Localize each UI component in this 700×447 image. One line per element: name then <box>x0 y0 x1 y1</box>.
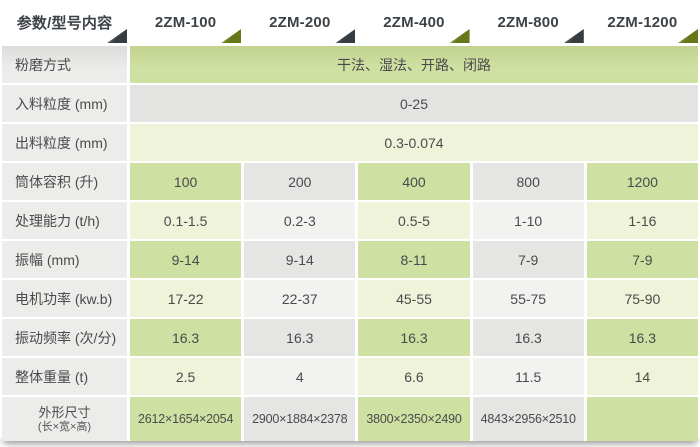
header-cell-params: 参数/型号内容 <box>2 0 127 44</box>
value-cell: 22-37 <box>244 280 356 317</box>
value-cell: 4843×2956×2510 <box>472 397 584 441</box>
value-cell: 11.5 <box>472 358 584 395</box>
value-cell: 16.3 <box>358 319 470 356</box>
value-cell: 14 <box>586 358 698 395</box>
row-label: 入料粒度 (mm) <box>2 85 127 122</box>
value-cell: 2.5 <box>130 358 242 395</box>
value-cell: 1-10 <box>472 202 584 239</box>
value-cell: 0.2-3 <box>244 202 356 239</box>
value-cell: 0.1-1.5 <box>130 202 242 239</box>
value-cell: 7-9 <box>472 241 584 278</box>
corner-triangle-icon <box>563 29 584 43</box>
model-label: 2ZM-200 <box>269 13 331 31</box>
value-cell: 75-90 <box>586 280 698 317</box>
row-label: 整体重量 (t) <box>2 358 127 395</box>
value-cell: 7-9 <box>586 241 698 278</box>
value-cell: 0-25 <box>130 85 698 122</box>
value-cell: 16.3 <box>130 319 242 356</box>
row-label: 振动频率 (次/分) <box>2 319 127 356</box>
value-cell: 45-55 <box>358 280 470 317</box>
model-label: 2ZM-100 <box>154 13 217 31</box>
row-label: 出料粒度 (mm) <box>2 124 127 161</box>
table-row-amplitude: 振幅 (mm) 9-14 9-14 8-11 7-9 7-9 <box>2 241 698 278</box>
value-cell: 9-14 <box>130 241 242 278</box>
value-cell: 3800×2350×2490 <box>358 397 470 441</box>
value-cell: 17-22 <box>130 280 242 317</box>
header-cell-model-2zm400: 2ZM-400 <box>358 0 470 44</box>
value-cell: 6.6 <box>358 358 470 395</box>
table-row-capacity: 处理能力 (t/h) 0.1-1.5 0.2-3 0.5-5 1-10 1-16 <box>2 202 698 239</box>
value-cell: 干法、湿法、开路、闭路 <box>130 46 698 83</box>
value-cell: 2612×1654×2054 <box>130 397 242 441</box>
value-cell: 1-16 <box>586 202 698 239</box>
value-cell: 400 <box>358 163 470 200</box>
value-cell: 16.3 <box>472 319 584 356</box>
model-label: 2ZM-1200 <box>607 13 678 31</box>
value-cell: 800 <box>472 163 584 200</box>
value-cell: 0.5-5 <box>358 202 470 239</box>
table-drop-shadow <box>0 441 700 447</box>
row-label: 外形尺寸 (长×宽×高) <box>2 397 127 441</box>
value-cell: 0.3-0.074 <box>130 124 698 161</box>
dimensions-label: 外形尺寸 <box>38 404 91 420</box>
table-row-output-size: 出料粒度 (mm) 0.3-0.074 <box>2 124 698 161</box>
value-cell: 16.3 <box>244 319 356 356</box>
value-cell: 16.3 <box>586 319 698 356</box>
header-cell-model-2zm200: 2ZM-200 <box>244 0 356 44</box>
table-row-motor-power: 电机功率 (kw.b) 17-22 22-37 45-55 55-75 75-9… <box>2 280 698 317</box>
table-row-vibration-frequency: 振动频率 (次/分) 16.3 16.3 16.3 16.3 16.3 <box>2 319 698 356</box>
value-cell: 1200 <box>586 163 698 200</box>
table-header-row: 参数/型号内容 2ZM-100 2ZM-200 2ZM-400 2ZM-800 … <box>2 0 698 44</box>
row-label: 粉磨方式 <box>2 46 127 83</box>
value-cell: 55-75 <box>472 280 584 317</box>
row-label: 电机功率 (kw.b) <box>2 280 127 317</box>
value-cell <box>586 397 698 441</box>
corner-triangle-icon <box>221 29 242 43</box>
header-cell-model-2zm100: 2ZM-100 <box>130 0 242 44</box>
value-cell: 4 <box>244 358 356 395</box>
row-label: 处理能力 (t/h) <box>2 202 127 239</box>
value-cell: 9-14 <box>244 241 356 278</box>
model-label: 2ZM-800 <box>497 13 559 31</box>
value-cell: 8-11 <box>358 241 470 278</box>
row-label: 振幅 (mm) <box>2 241 127 278</box>
dimensions-sublabel: (长×宽×高) <box>37 420 92 433</box>
value-cell: 2900×1884×2378 <box>244 397 356 441</box>
table-row-cylinder-volume: 筒体容积 (升) 100 200 400 800 1200 <box>2 163 698 200</box>
corner-triangle-icon <box>677 29 698 43</box>
row-label: 筒体容积 (升) <box>2 163 127 200</box>
table-row-total-weight: 整体重量 (t) 2.5 4 6.6 11.5 14 <box>2 358 698 395</box>
table-row-grinding-method: 粉磨方式 干法、湿法、开路、闭路 <box>2 46 698 83</box>
table-row-feed-size: 入料粒度 (mm) 0-25 <box>2 85 698 122</box>
header-cell-model-2zm800: 2ZM-800 <box>472 0 584 44</box>
model-label: 2ZM-400 <box>383 13 445 31</box>
table-row-dimensions: 外形尺寸 (长×宽×高) 2612×1654×2054 2900×1884×23… <box>2 397 698 441</box>
value-cell: 200 <box>244 163 356 200</box>
value-cell: 100 <box>130 163 242 200</box>
corner-triangle-icon <box>449 29 470 43</box>
header-params-label: 参数/型号内容 <box>16 14 113 32</box>
header-cell-model-2zm1200: 2ZM-1200 <box>586 0 698 44</box>
corner-triangle-icon <box>335 29 356 43</box>
